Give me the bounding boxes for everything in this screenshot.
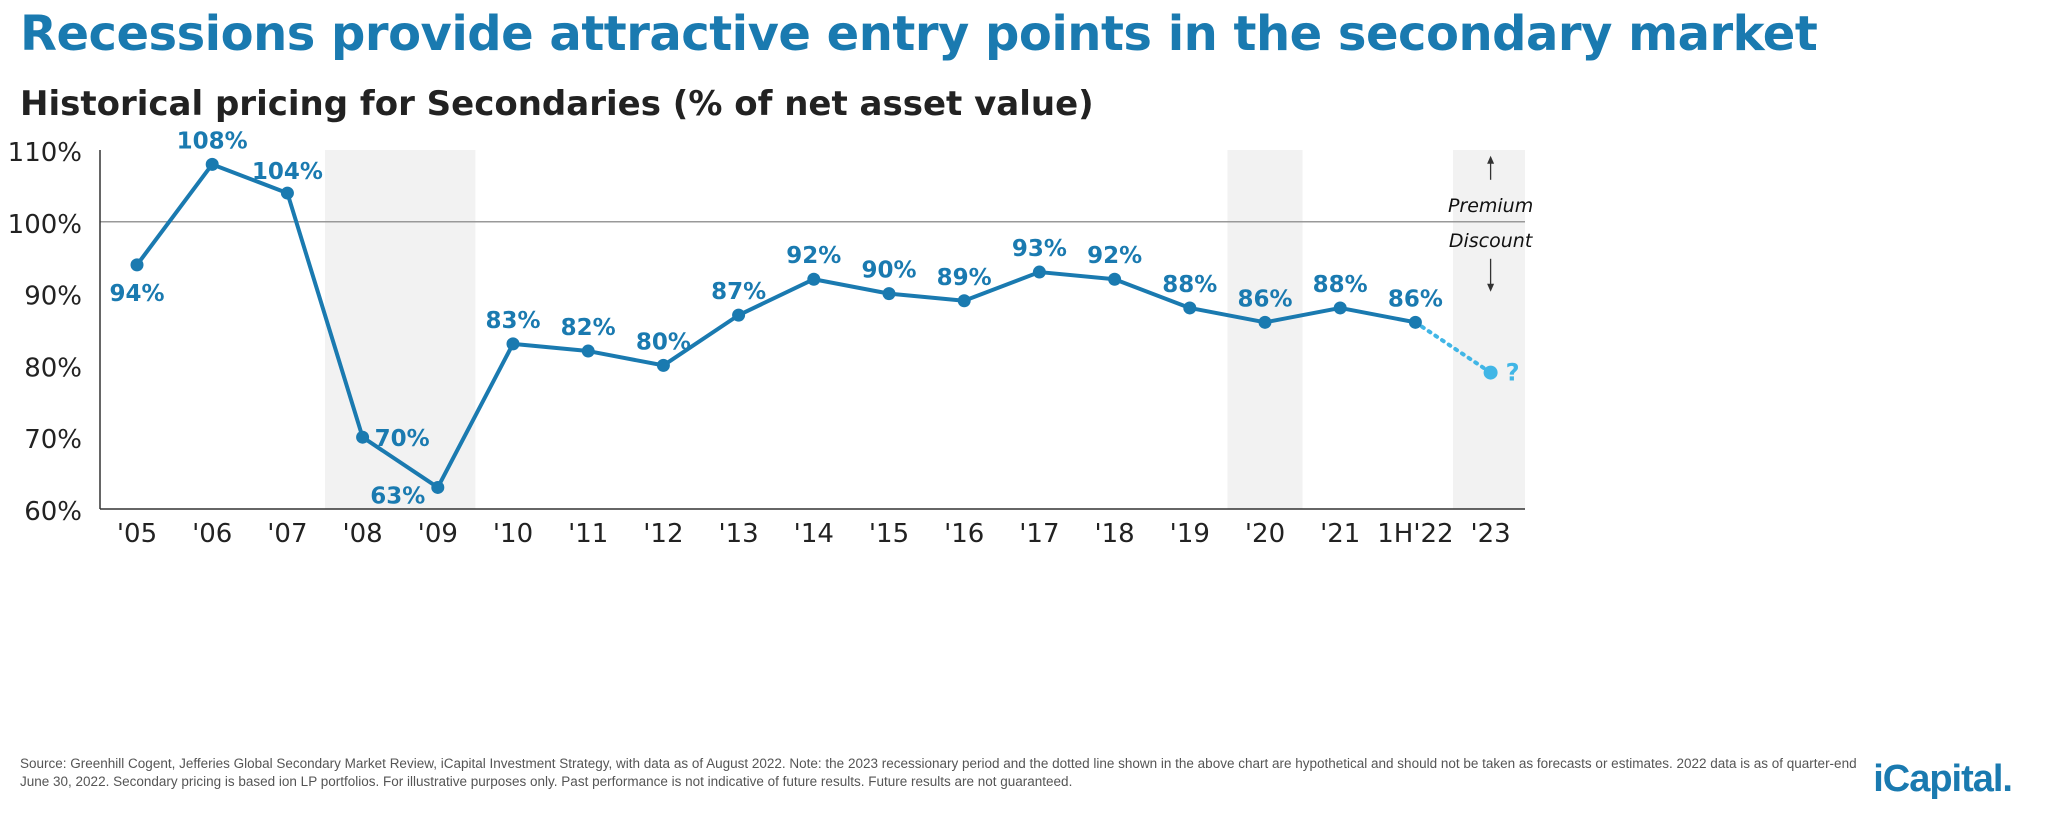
x-tick-label: '17 [1019,519,1059,549]
data-point [807,272,821,286]
x-tick-label: 1H'22 [1377,519,1453,549]
recession-band-0 [325,150,476,509]
data-point [656,358,670,372]
premium-label: Premium [1448,195,1533,217]
data-point [1258,315,1272,329]
source-footnote: Source: Greenhill Cogent, Jefferies Glob… [20,756,1857,789]
y-tick-label: 90% [24,282,82,312]
data-point [882,287,896,301]
data-label: 94% [109,281,164,307]
x-tick-label: '14 [794,519,834,549]
data-point [431,480,445,494]
data-label: 88% [1313,272,1368,298]
x-tick-label: '11 [568,519,608,549]
data-label: 80% [636,329,691,355]
data-label: 70% [375,426,430,452]
page-subtitle: Historical pricing for Secondaries (% of… [20,84,1094,124]
data-point [1408,315,1422,329]
x-tick-label: '13 [718,519,758,549]
data-label: 88% [1162,272,1217,298]
data-label: 92% [786,243,841,269]
y-tick-label: 80% [24,353,82,383]
data-label: 108% [177,128,248,154]
data-point [957,294,971,308]
data-label: 92% [1087,243,1142,269]
data-point [205,157,219,171]
x-tick-label: '12 [643,519,683,549]
data-label: 63% [370,483,425,509]
data-point [130,258,144,272]
premium-arrow-head [1487,155,1495,164]
x-tick-label: '07 [267,519,307,549]
data-label: 93% [1012,236,1067,262]
axes: 60% 70% 80% 90% 100% 110% '05 '06 '07 '08 '09 '10 '1… [8,138,1525,549]
data-label: 86% [1388,286,1443,312]
y-tick-label: 110% [8,138,82,168]
x-tick-label: '20 [1245,519,1285,549]
icapital-logo: iCapital. [1873,758,2013,800]
data-label: 104% [252,159,323,185]
series-line-path [135,162,1416,490]
recession-band-1 [1227,150,1303,509]
data-labels: ? 94% 108%104% 70% 63% 83% 82% 80% 87% 92% 90% 89% 9… [109,128,1519,509]
recession-band-2 [1453,150,1525,509]
x-tick-label: '16 [944,519,984,549]
data-label: 90% [861,258,916,284]
hypothetical-point [1483,365,1498,380]
y-tick-label: 70% [24,425,82,455]
data-points [130,157,1498,494]
x-tick-label: '15 [869,519,909,549]
data-point [1333,301,1347,315]
x-tick-label: '08 [342,519,382,549]
data-point [506,337,520,351]
data-label: 87% [711,279,766,305]
data-point [732,308,746,322]
discount-label: Discount [1449,230,1534,252]
x-tick-label: '23 [1470,519,1510,549]
series-line [135,162,1493,490]
discount-arrow-head [1487,283,1495,292]
x-tick-label: '18 [1094,519,1134,549]
hypothetical-dotted-line [1413,320,1493,375]
x-tick-label: '05 [117,519,157,549]
data-point [581,344,595,358]
data-label: 83% [485,308,540,334]
data-label: 89% [937,265,992,291]
data-point [1183,301,1197,315]
y-tick-label: 100% [8,210,82,240]
reference-line-group: Premium Discount [100,155,1534,292]
x-tick-label: '19 [1170,519,1210,549]
y-tick-label: 60% [24,497,82,527]
data-point [1032,265,1046,279]
page-title: Recessions provide attractive entry poin… [20,6,1818,62]
data-point [280,186,294,200]
x-tick-label: '09 [418,519,458,549]
data-label: 86% [1237,286,1292,312]
x-tick-label: '10 [493,519,533,549]
x-tick-label: '21 [1320,519,1360,549]
data-point [1108,272,1122,286]
x-tick-label: '06 [192,519,232,549]
line-chart: Premium Discount 60% 70% 80% 90% 100% 110% '05 '… [8,128,1534,549]
recession-shading [325,150,1525,509]
hypothetical-label: ? [1506,359,1520,387]
data-point [356,430,370,444]
data-label: 82% [561,315,616,341]
